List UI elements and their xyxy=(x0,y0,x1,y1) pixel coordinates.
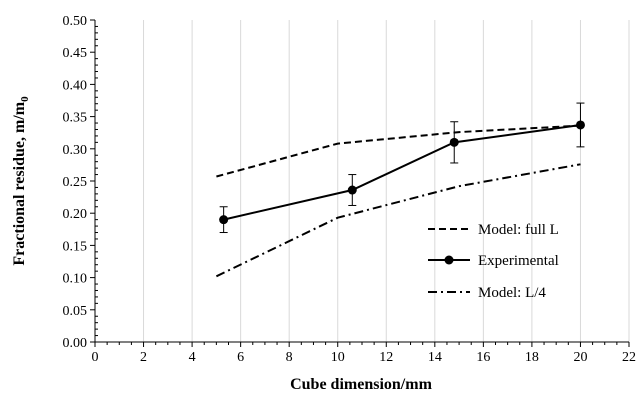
data-point xyxy=(347,185,357,195)
data-point xyxy=(219,215,229,225)
x-axis-title: Cube dimension/mm xyxy=(290,376,432,393)
y-axis-title: Fractional residue, m/m0 xyxy=(11,96,31,266)
x-tick-label: 22 xyxy=(622,350,636,365)
x-tick-label: 0 xyxy=(92,350,99,365)
y-tick-label: 0.45 xyxy=(63,46,88,61)
x-tick-label: 20 xyxy=(573,350,587,365)
y-tick-label: 0.35 xyxy=(63,111,88,126)
legend-label-1: Model: full L xyxy=(478,222,559,238)
x-tick-label: 12 xyxy=(379,350,393,365)
legend-marker xyxy=(444,255,454,265)
y-axis-ticks: 0.00 0.05 0.10 0.15 0.20 0.25 0.30 0.35 0.40 0.45… xyxy=(63,14,98,351)
axes xyxy=(94,20,629,343)
x-tick-label: 8 xyxy=(286,350,293,365)
grid xyxy=(143,20,630,342)
y-axis-title-main: Fractional residue, m/m xyxy=(11,101,28,265)
x-tick-label: 2 xyxy=(140,350,147,365)
series-group xyxy=(215,102,585,278)
y-tick-label: 0.15 xyxy=(63,239,88,254)
data-point xyxy=(575,120,585,130)
y-tick-label: 0.05 xyxy=(63,304,88,319)
y-tick-label: 0.30 xyxy=(63,143,88,158)
x-tick-label: 6 xyxy=(237,350,244,365)
x-tick-label: 18 xyxy=(525,350,539,365)
y-tick-label: 0.25 xyxy=(63,175,88,190)
x-tick-label: 16 xyxy=(476,350,490,365)
y-tick-label: 0.20 xyxy=(63,207,88,222)
y-axis-title-subscript: 0 xyxy=(19,96,31,102)
legend-label-3: Model: L/4 xyxy=(478,285,546,301)
y-tick-label: 0.40 xyxy=(63,78,88,93)
y-tick-label: 0.50 xyxy=(63,14,88,29)
series-line-1 xyxy=(216,124,581,178)
data-point xyxy=(449,137,459,147)
series-line-3 xyxy=(215,163,581,278)
x-tick-label: 14 xyxy=(428,350,442,365)
legend-label-2: Experimental xyxy=(478,253,559,269)
x-axis-ticks: 0 2 4 6 8 10 12 14 16 18 20 22 xyxy=(92,342,636,365)
legend: Model: full L Experimental Model: L/4 xyxy=(428,222,559,301)
x-tick-label: 4 xyxy=(189,350,196,365)
x-tick-label: 10 xyxy=(331,350,345,365)
series-line-2 xyxy=(223,124,581,221)
y-tick-label: 0.10 xyxy=(63,272,88,287)
y-tick-label: 0.00 xyxy=(63,336,88,351)
